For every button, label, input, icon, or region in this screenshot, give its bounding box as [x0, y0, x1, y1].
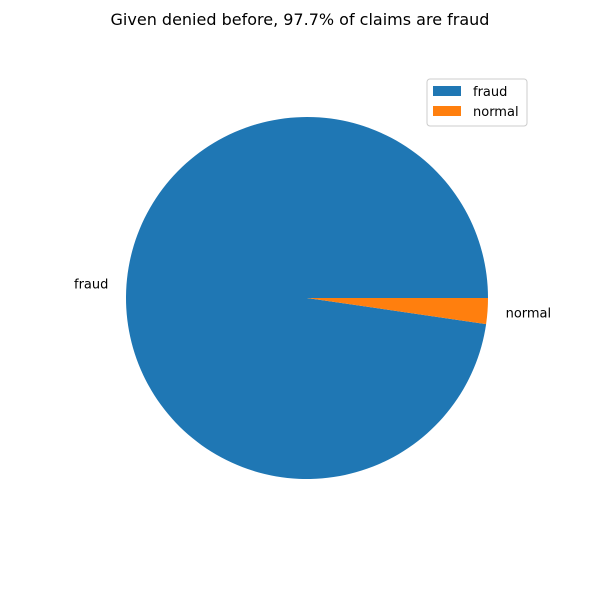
legend-swatch-fraud: [433, 86, 461, 96]
legend: fraud normal: [426, 78, 528, 127]
legend-swatch-normal: [433, 106, 461, 116]
legend-label-fraud: fraud: [473, 85, 507, 100]
pie-slices: [126, 117, 489, 479]
chart-title: Given denied before, 97.7% of claims are…: [111, 10, 490, 29]
pie-slice-normal: [307, 298, 488, 325]
pie-label-normal: normal: [506, 306, 552, 321]
legend-label-normal: normal: [473, 105, 519, 120]
pie-label-fraud: fraud: [74, 278, 108, 293]
pie-labels: fraud normal: [74, 278, 551, 322]
